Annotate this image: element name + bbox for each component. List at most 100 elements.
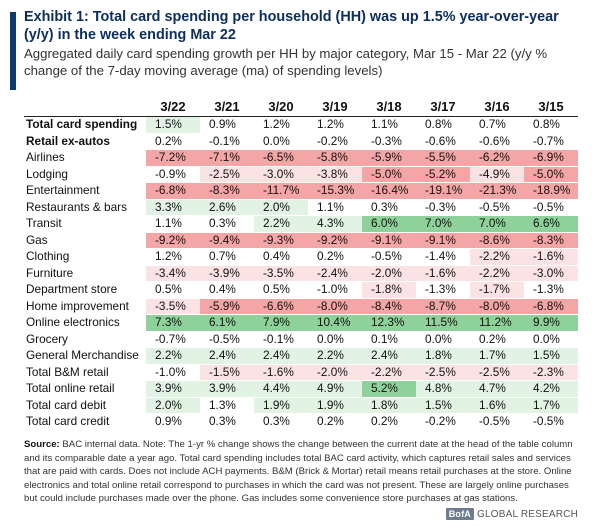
table-cell: 7.0% [416,215,470,233]
spending-table: 3/22 3/21 3/20 3/19 3/18 3/17 3/16 3/15 Total c… [24,96,578,431]
row-label: Total card debit [24,397,146,414]
table-cell: 4.2% [524,380,578,398]
table-cell: 1.8% [416,347,470,365]
table-cell: -18.9% [524,182,578,200]
table-cell: -9.3% [254,232,308,249]
column-header: 3/22 [146,96,200,117]
table-cell: 0.8% [416,116,470,134]
table-cell: -2.2% [362,364,416,381]
table-cell: -5.9% [362,149,416,167]
table-cell: -1.0% [308,281,362,299]
table-cell: -0.5% [470,413,524,431]
table-cell: -3.0% [524,265,578,282]
table-cell: -5.2% [416,166,470,183]
source-label: Source: [24,439,60,450]
table-cell: -0.9% [146,166,200,183]
column-header: 3/15 [524,96,578,117]
exhibit-title: Exhibit 1: Total card spending per house… [24,9,559,43]
table-cell: -0.5% [362,248,416,266]
table-cell: 0.3% [200,215,254,233]
row-label-header [24,96,146,117]
table-cell: -7.1% [200,149,254,167]
table-cell: 0.3% [200,413,254,431]
table-row: Department store 0.5% 0.4% 0.5% -1.0% -1.8% -1… [24,281,578,299]
table-cell: -2.5% [200,166,254,183]
table-cell: -8.7% [416,298,470,315]
table-cell: 5.2% [362,380,416,398]
table-cell: 2.0% [254,199,308,216]
table-cell: -1.3% [524,281,578,299]
table-cell: 0.2% [308,248,362,266]
table-cell: 0.0% [308,331,362,348]
table-cell: 12.3% [362,314,416,332]
table-cell: 1.8% [362,397,416,414]
spending-table-container: 3/22 3/21 3/20 3/19 3/18 3/17 3/16 3/15 Total c… [24,96,578,431]
table-cell: -0.5% [524,199,578,216]
table-cell: -2.0% [362,265,416,282]
table-cell: 7.3% [146,314,200,332]
table-cell: -1.4% [416,248,470,266]
table-cell: 1.1% [362,116,416,134]
table-cell: -1.6% [524,248,578,266]
column-header: 3/19 [308,96,362,117]
table-cell: 6.0% [362,215,416,233]
table-cell: -6.8% [524,298,578,315]
table-cell: 4.7% [470,380,524,398]
table-cell: -11.7% [254,182,308,200]
column-header: 3/18 [362,96,416,117]
row-label: Department store [24,281,146,299]
table-cell: 0.3% [362,199,416,216]
table-cell: 0.7% [470,116,524,134]
table-cell: 1.2% [308,116,362,134]
table-cell: 4.3% [308,215,362,233]
table-cell: 0.4% [200,281,254,299]
exhibit-subtitle: Aggregated daily card spending growth pe… [24,46,548,78]
table-cell: 0.5% [254,281,308,299]
table-cell: -21.3% [470,182,524,200]
table-row: Airlines -7.2% -7.1% -6.5% -5.8% -5.9% -5.5% -6… [24,149,578,167]
table-cell: -5.8% [308,149,362,167]
table-cell: 0.7% [200,248,254,266]
table-cell: 1.7% [470,347,524,365]
table-row: Total card debit 2.0% 1.3% 1.9% 1.9% 1.8% 1.5%… [24,397,578,414]
table-cell: -7.2% [146,149,200,167]
table-row: Entertainment -6.8% -8.3% -11.7% -15.3% -16.4… [24,182,578,200]
column-header: 3/16 [470,96,524,117]
table-cell: 0.0% [524,331,578,348]
table-row: Total B&M retail -1.0% -1.5% -1.6% -2.0% -2.2… [24,364,578,381]
table-cell: 1.3% [200,397,254,414]
row-label: Total online retail [24,380,146,398]
table-cell: -0.5% [470,199,524,216]
table-cell: -1.0% [146,364,200,381]
table-cell: 1.2% [146,248,200,266]
brand-text: GLOBAL RESEARCH [477,509,578,520]
table-cell: 0.2% [470,331,524,348]
table-row: Total card spending 1.5% 0.9% 1.2% 1.2% 1.1% 0… [24,116,578,134]
table-cell: 1.5% [416,397,470,414]
source-text: BAC internal data. Note: The 1-yr % chan… [24,439,573,505]
table-cell: -8.0% [308,298,362,315]
table-cell: 2.4% [362,347,416,365]
table-cell: 4.9% [308,380,362,398]
table-cell: 2.4% [200,347,254,365]
table-cell: 9.9% [524,314,578,332]
table-cell: 0.2% [146,133,200,150]
table-cell: -3.8% [308,166,362,183]
table-cell: -1.5% [200,364,254,381]
table-cell: 11.5% [416,314,470,332]
footnote: Source: BAC internal data. Note: The 1-y… [24,438,582,506]
row-label: Home improvement [24,298,146,315]
row-label: Airlines [24,149,146,167]
table-row: Clothing 1.2% 0.7% 0.4% 0.2% -0.5% -1.4% -2.2% -… [24,248,578,266]
table-cell: 6.6% [524,215,578,233]
table-row: Total card credit 0.9% 0.3% 0.3% 0.2% 0.2% -0.… [24,413,578,431]
table-cell: -2.2% [470,265,524,282]
table-cell: -2.4% [308,265,362,282]
table-row: Restaurants & bars 3.3% 2.6% 2.0% 1.1% 0.3% -0… [24,199,578,216]
table-cell: -3.4% [146,265,200,282]
table-cell: -0.3% [362,133,416,150]
table-row: Retail ex-autos 0.2% -0.1% 0.0% -0.2% -0.3% -0… [24,133,578,150]
row-label: General Merchandise [24,347,146,365]
table-cell: -0.7% [524,133,578,150]
row-label: Restaurants & bars [24,199,146,216]
